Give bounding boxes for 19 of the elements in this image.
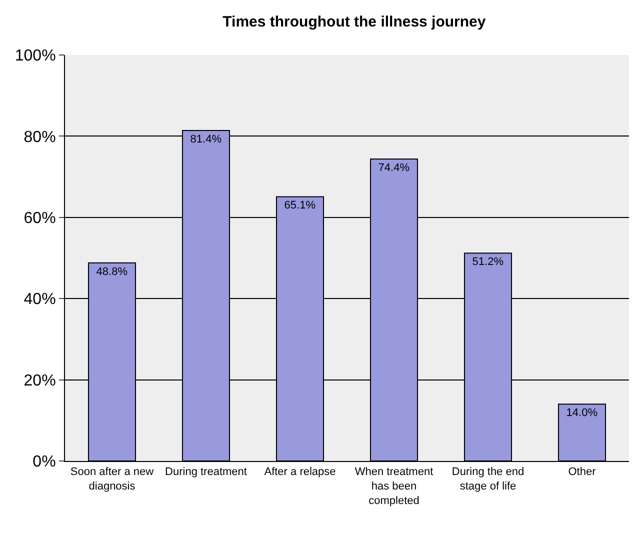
data-label: 81.4% <box>190 134 222 146</box>
data-label: 74.4% <box>378 162 410 174</box>
y-tick-label: 20% <box>24 372 56 390</box>
data-label: 51.2% <box>472 256 504 268</box>
chart-title: Times throughout the illness journey <box>222 14 486 31</box>
y-tick-label: 0% <box>32 454 56 471</box>
x-tick-label: Soon after a new diagnosis <box>70 466 154 492</box>
x-tick-label: During the end stage of life <box>452 466 524 492</box>
data-label: 48.8% <box>96 266 128 278</box>
x-tick-label: After a relapse <box>264 466 336 478</box>
data-label: 65.1% <box>284 200 316 212</box>
y-tick-label: 80% <box>24 128 56 146</box>
x-tick-label: When treatment has been completed <box>354 466 434 507</box>
x-tick-label: Other <box>568 466 596 478</box>
y-tick-label: 60% <box>24 210 56 227</box>
data-label: 14.0% <box>566 407 598 420</box>
y-tick-label: 40% <box>24 291 56 308</box>
y-tick-label: 100% <box>14 48 56 65</box>
x-tick-label: During treatment <box>165 466 247 478</box>
